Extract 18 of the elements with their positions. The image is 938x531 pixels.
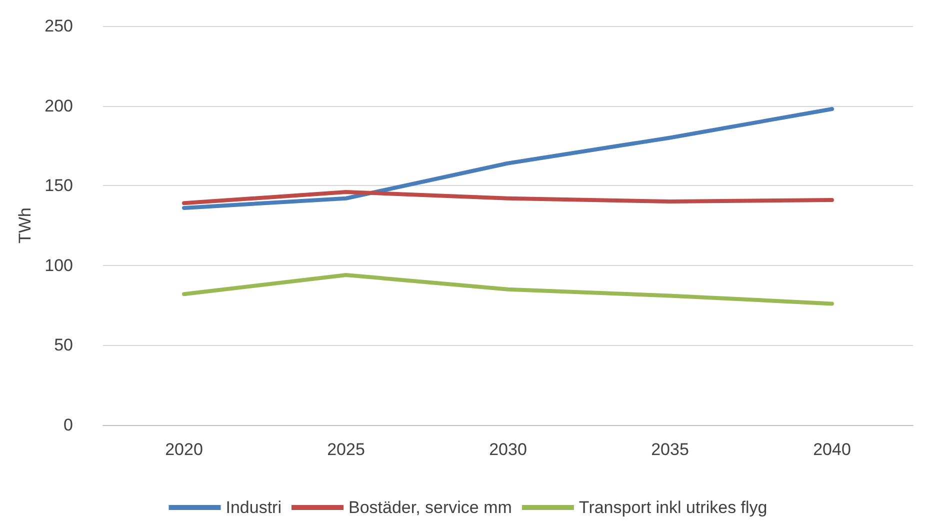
y-tick-label: 100 [44,256,73,275]
x-tick-label: 2025 [327,440,365,459]
y-tick-label: 50 [54,336,73,355]
x-tick-label: 2035 [651,440,689,459]
line-series [182,272,834,306]
line-series [182,106,834,210]
legend-label: Transport inkl utrikes flyg [578,498,768,517]
line-series [182,190,834,206]
x-tick-label: 2030 [489,440,527,459]
y-tick-label: 250 [44,16,73,36]
legend-label: Bostäder, service mm [348,498,512,517]
y-axis-title: TWh [16,208,35,244]
y-tick-label: 150 [44,176,73,196]
y-tick-label: 200 [44,96,73,116]
y-tick-label: 0 [64,416,73,434]
legend-label: Industri [226,498,282,517]
x-tick-label: 2040 [813,440,851,459]
x-tick-label: 2020 [165,440,203,459]
